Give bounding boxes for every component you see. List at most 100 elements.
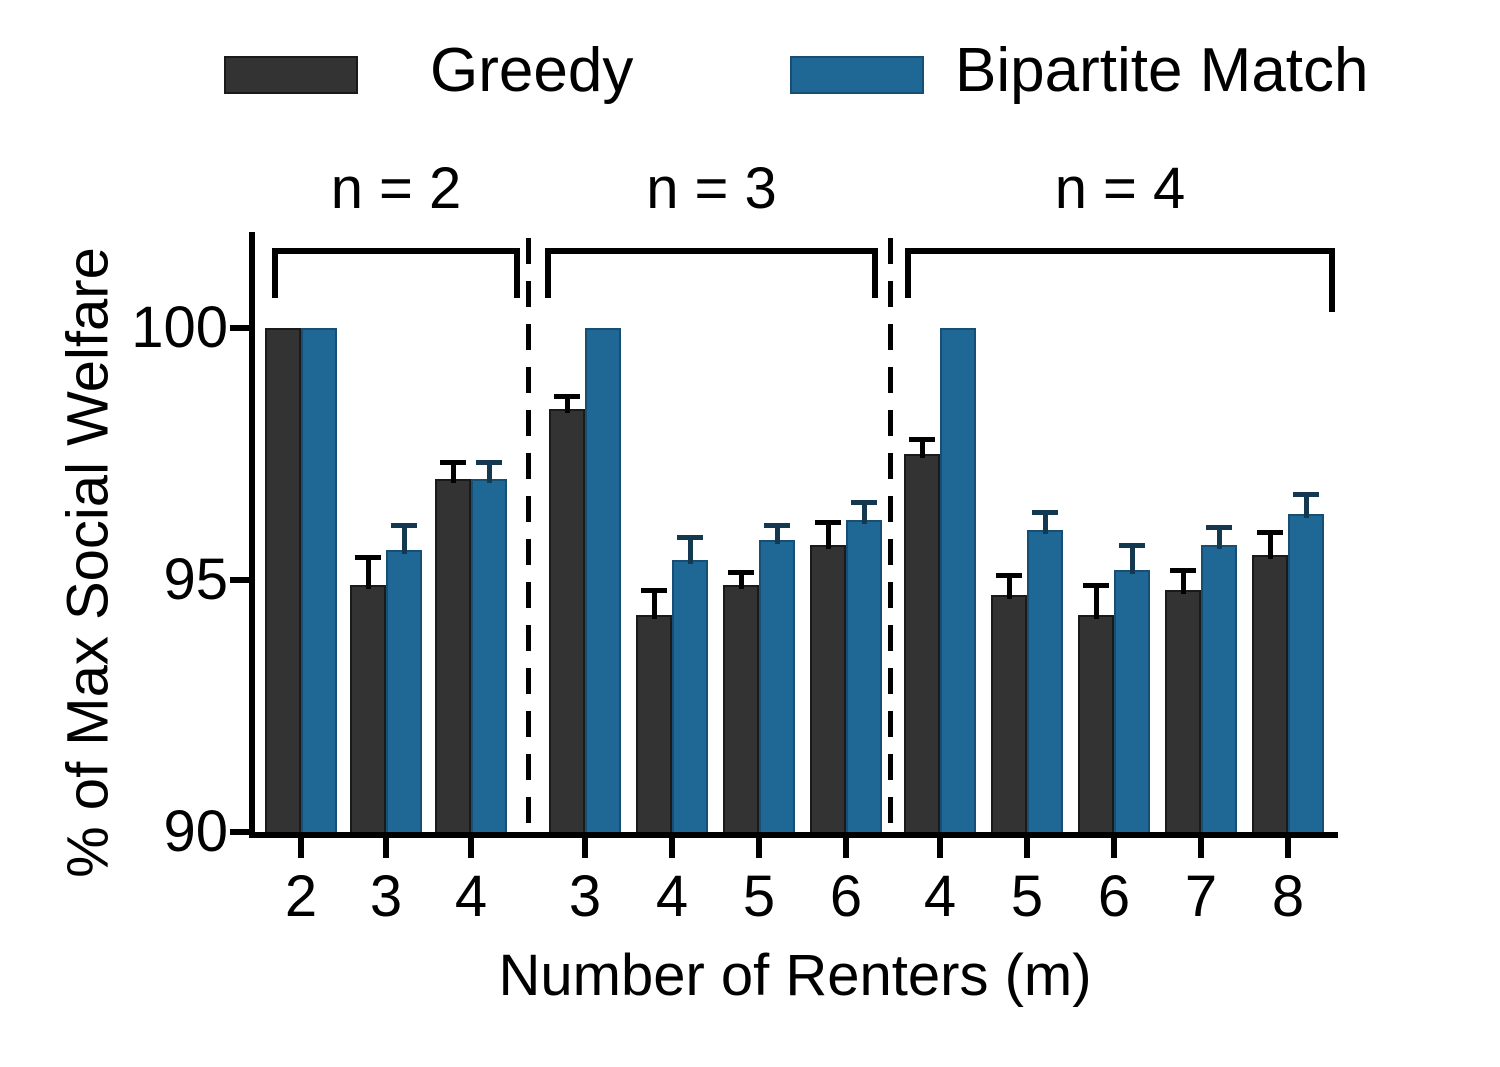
group-bracket-end <box>272 248 278 298</box>
error-bar-cap <box>851 499 877 505</box>
group-bracket-end <box>1329 248 1335 312</box>
x-tick-mark <box>582 838 588 858</box>
x-tick-label: 5 <box>1010 864 1044 929</box>
group-label: n = 2 <box>330 156 462 221</box>
error-bar-cap <box>476 459 502 465</box>
error-bar-stem <box>1129 544 1135 574</box>
bar-bipartite <box>471 479 507 832</box>
legend-swatch-greedy <box>224 56 358 94</box>
bar-bipartite <box>1201 544 1237 832</box>
group-bracket-end <box>905 248 911 298</box>
x-tick-label: 2 <box>284 864 318 929</box>
bar-bipartite <box>1114 569 1150 832</box>
error-bar-cap <box>909 436 935 442</box>
x-tick-mark <box>298 838 304 858</box>
bar-greedy <box>810 544 846 832</box>
x-tick-label: 4 <box>454 864 488 929</box>
error-bar-stem <box>1042 511 1048 534</box>
error-bar-cap <box>440 459 466 465</box>
error-bar-cap <box>1257 530 1283 536</box>
bar-greedy <box>991 595 1027 832</box>
x-tick-label: 7 <box>1184 864 1218 929</box>
bar-bipartite <box>846 519 882 832</box>
y-tick-mark <box>230 325 249 331</box>
x-tick-label: 6 <box>829 864 863 929</box>
error-bar-cap <box>1083 583 1109 589</box>
bar-greedy <box>1252 554 1288 832</box>
y-axis-line <box>249 232 255 838</box>
error-bar-stem <box>651 590 657 620</box>
bar-bipartite <box>759 539 795 832</box>
error-bar-stem <box>738 572 744 590</box>
x-tick-label: 8 <box>1271 864 1305 929</box>
error-bar-cap <box>1032 509 1058 515</box>
error-bar-cap <box>641 588 667 594</box>
error-bar-stem <box>1006 574 1012 600</box>
x-tick-mark <box>756 838 762 858</box>
x-tick-label: 3 <box>568 864 602 929</box>
bar-greedy <box>723 585 759 832</box>
bar-bipartite <box>585 328 621 832</box>
legend-swatch-bipartite <box>790 56 924 94</box>
x-tick-mark <box>1111 838 1117 858</box>
bar-bipartite <box>940 328 976 832</box>
y-tick-label: 95 <box>163 547 228 612</box>
y-tick-label: 90 <box>163 799 228 864</box>
group-label: n = 3 <box>646 156 777 221</box>
x-axis-line <box>249 832 1338 838</box>
error-bar-cap <box>1119 542 1145 548</box>
error-bar-stem <box>825 522 831 549</box>
legend-label-greedy: Greedy <box>430 36 634 105</box>
error-bar-cap <box>554 394 580 400</box>
y-tick-mark <box>230 829 249 835</box>
bar-bipartite <box>386 549 422 832</box>
error-bar-stem <box>687 537 693 564</box>
x-tick-mark <box>383 838 389 858</box>
error-bar-stem <box>919 438 925 458</box>
bar-bipartite <box>301 328 337 832</box>
x-tick-mark <box>843 838 849 858</box>
x-tick-mark <box>1024 838 1030 858</box>
y-tick-mark <box>230 577 249 583</box>
legend-label-bipartite: Bipartite Match <box>955 36 1369 105</box>
x-tick-label: 4 <box>655 864 689 929</box>
group-bracket-end <box>545 248 551 298</box>
bar-greedy <box>636 615 672 832</box>
error-bar-cap <box>728 570 754 576</box>
x-tick-mark <box>1198 838 1204 858</box>
bar-greedy <box>265 328 301 832</box>
group-bracket <box>272 248 520 254</box>
group-label: n = 4 <box>1054 156 1186 221</box>
error-bar-cap <box>391 522 417 528</box>
error-bar-cap <box>996 572 1022 578</box>
error-bar-cap <box>1206 525 1232 531</box>
bar-bipartite <box>1288 514 1324 832</box>
x-tick-label: 3 <box>369 864 403 929</box>
error-bar-cap <box>1170 567 1196 573</box>
x-tick-mark <box>468 838 474 858</box>
x-tick-label: 4 <box>923 864 957 929</box>
bar-bipartite <box>1027 529 1063 832</box>
error-bar-stem <box>564 396 570 413</box>
error-bar-stem <box>1093 585 1099 620</box>
bar-greedy <box>1078 615 1114 832</box>
error-bar-stem <box>365 557 371 590</box>
bar-greedy <box>350 585 386 832</box>
error-bar-stem <box>486 461 492 484</box>
error-bar-stem <box>774 524 780 544</box>
x-tick-mark <box>669 838 675 858</box>
error-bar-cap <box>815 520 841 526</box>
group-bracket <box>905 248 1335 254</box>
error-bar-stem <box>401 524 407 554</box>
bar-greedy <box>549 408 585 832</box>
error-bar-cap <box>677 535 703 541</box>
error-bar-stem <box>450 461 456 484</box>
error-bar-cap <box>764 522 790 528</box>
x-tick-label: 6 <box>1097 864 1131 929</box>
x-tick-mark <box>937 838 943 858</box>
error-bar-stem <box>1267 532 1273 559</box>
group-bracket-end <box>514 248 520 298</box>
error-bar-stem <box>1216 527 1222 549</box>
x-tick-label: 5 <box>742 864 776 929</box>
